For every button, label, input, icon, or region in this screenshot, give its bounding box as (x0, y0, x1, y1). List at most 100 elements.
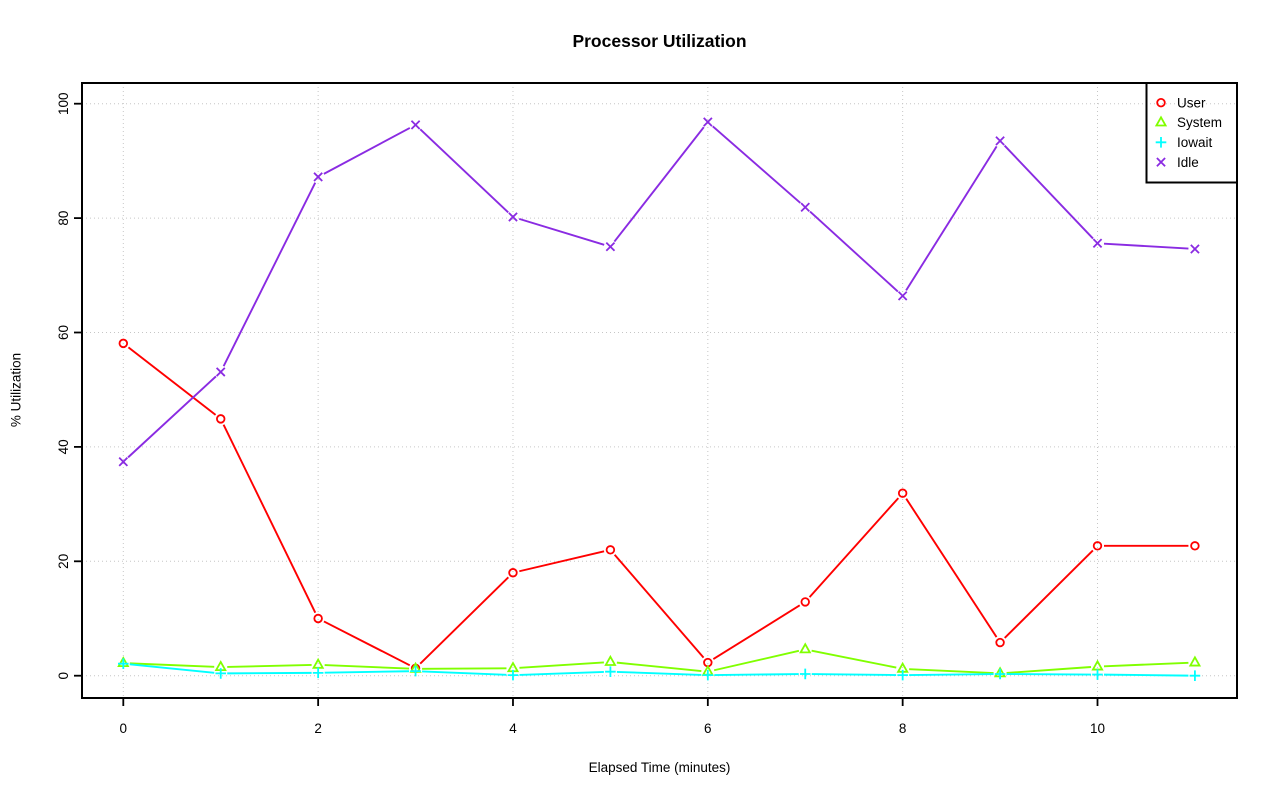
plot-border (81, 82, 1238, 699)
series-user-line (1004, 549, 1094, 639)
x-tick-label: 0 (120, 721, 128, 736)
chart-title: Processor Utilization (572, 31, 747, 51)
series-user-marker (118, 338, 128, 349)
legend-label-idle: Idle (1177, 155, 1199, 170)
series-system-line (713, 649, 800, 672)
series-idle-marker (800, 202, 810, 212)
series-user-line (808, 497, 900, 598)
y-tick-label: 80 (56, 211, 71, 226)
legend-user-marker-icon (1156, 97, 1166, 108)
series-system-line (1103, 661, 1189, 668)
series-idle-line (222, 182, 317, 367)
series-idle-line (712, 125, 801, 204)
series-user-marker (313, 613, 323, 624)
series-iowait-marker (1092, 669, 1103, 680)
series-idle-line (905, 145, 998, 291)
legend-label-iowait: Iowait (1177, 135, 1213, 150)
series-idle-marker (313, 172, 323, 182)
y-tick-label: 20 (56, 554, 71, 569)
series-system-marker (799, 642, 812, 654)
series-iowait-line (324, 670, 410, 674)
x-tick-label: 2 (314, 721, 322, 736)
y-tick-label: 100 (56, 92, 71, 115)
y-tick-label: 0 (56, 672, 71, 680)
series-iowait-line (129, 663, 215, 674)
series-system-line (616, 661, 702, 672)
series-system-marker (1091, 659, 1104, 671)
series-idle-marker (995, 136, 1005, 146)
y-tick-label: 40 (56, 439, 71, 454)
series-system-line (519, 661, 604, 669)
series-user-line (712, 604, 801, 660)
series-iowait-line (519, 670, 604, 676)
series-user-marker (897, 488, 908, 498)
series-user-marker (995, 637, 1005, 648)
series-system-marker (1188, 655, 1202, 667)
series-user-line (222, 424, 317, 614)
series-system-line (129, 662, 215, 668)
series-user-marker (800, 597, 810, 607)
series-iowait-line (422, 670, 507, 676)
series-system-line (1006, 666, 1092, 674)
x-tick-label: 4 (509, 721, 517, 736)
series-iowait-marker (897, 669, 908, 681)
series-system-line (909, 668, 994, 675)
series-idle-marker (1190, 244, 1200, 254)
series-iowait-marker (799, 668, 811, 680)
legend-label-system: System (1177, 115, 1222, 130)
series-system-line (227, 664, 312, 668)
series-iowait-marker (994, 668, 1006, 680)
series-iowait-line (1103, 673, 1189, 677)
series-user-line (905, 498, 998, 638)
series-user-marker (216, 414, 226, 424)
series-user-line (519, 550, 605, 573)
series-iowait-marker (118, 658, 129, 669)
series-user-marker (1092, 541, 1103, 551)
series-idle-line (613, 126, 705, 243)
series-iowait-line (616, 670, 702, 676)
series-iowait-marker (702, 669, 714, 681)
series-user-marker (605, 545, 616, 555)
series-user-marker (1190, 541, 1200, 551)
series-idle-line (127, 375, 217, 459)
series-user-marker (508, 568, 518, 578)
x-tick-label: 6 (704, 721, 712, 736)
series-idle-marker (118, 457, 129, 467)
series-iowait-line (811, 673, 897, 677)
series-user-line (613, 554, 705, 659)
legend-iowait-marker-icon (1155, 137, 1167, 148)
legend-idle-marker-icon (1156, 157, 1166, 167)
series-idle-marker (703, 117, 713, 127)
series-idle-line (419, 128, 509, 214)
series-idle-marker (410, 120, 421, 130)
series-system-line (811, 649, 897, 669)
series-idle-marker (215, 367, 226, 377)
series-idle-line (809, 210, 899, 293)
series-iowait-marker (215, 668, 227, 679)
series-idle-line (1003, 144, 1094, 240)
series-idle-line (518, 217, 605, 246)
series-iowait-line (714, 673, 799, 677)
series-iowait-marker (1189, 670, 1201, 681)
series-iowait-marker (312, 667, 324, 679)
legend-system-marker-icon (1154, 115, 1168, 127)
series-user-line (419, 576, 510, 665)
series-idle-line (323, 127, 411, 175)
series-iowait-marker (410, 665, 421, 677)
x-tick-label: 8 (899, 721, 907, 736)
legend-box (1145, 82, 1238, 184)
series-idle-line (1103, 242, 1189, 250)
series-idle-marker (605, 241, 616, 252)
x-tick-label: 10 (1090, 721, 1105, 736)
series-system-line (324, 664, 410, 670)
series-iowait-line (909, 673, 994, 677)
x-axis-label: Elapsed Time (minutes) (588, 760, 731, 775)
series-system-marker (604, 654, 617, 666)
series-iowait-marker (605, 666, 616, 677)
y-tick-label: 60 (56, 325, 71, 340)
series-idle-marker (508, 212, 518, 222)
series-idle-marker (1092, 238, 1103, 249)
series-user-line (127, 346, 217, 416)
